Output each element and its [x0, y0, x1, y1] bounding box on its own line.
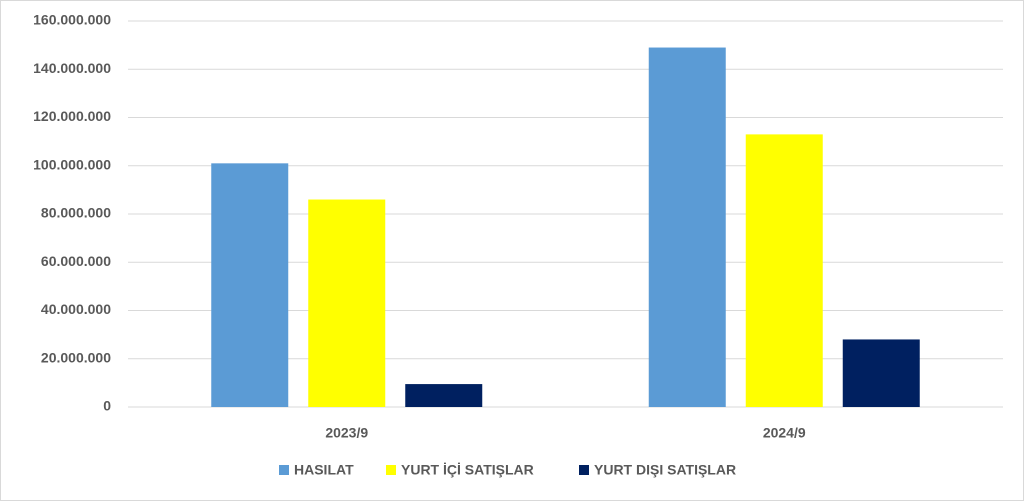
legend-swatch — [279, 465, 289, 475]
x-tick-label: 2023/9 — [325, 425, 368, 441]
y-tick-label: 0 — [103, 398, 111, 414]
bar — [308, 199, 386, 407]
legend-swatch — [579, 465, 589, 475]
y-tick-label: 100.000.000 — [33, 156, 111, 172]
y-tick-label: 60.000.000 — [41, 253, 111, 269]
legend-swatch — [386, 465, 396, 475]
bar — [842, 339, 920, 407]
y-tick-label: 20.000.000 — [41, 349, 111, 365]
x-tick-label: 2024/9 — [763, 425, 806, 441]
legend-label: YURT DIŞI SATIŞLAR — [594, 462, 736, 478]
bar — [648, 47, 726, 407]
y-tick-label: 160.000.000 — [33, 12, 111, 28]
bar — [211, 163, 289, 407]
y-tick-label: 80.000.000 — [41, 205, 111, 221]
y-tick-label: 120.000.000 — [33, 108, 111, 124]
legend-label: YURT İÇİ SATIŞLAR — [401, 462, 534, 478]
bar — [405, 384, 483, 407]
y-tick-label: 140.000.000 — [33, 60, 111, 76]
bar — [745, 134, 823, 407]
y-tick-label: 40.000.000 — [41, 301, 111, 317]
legend-label: HASILAT — [294, 462, 354, 478]
